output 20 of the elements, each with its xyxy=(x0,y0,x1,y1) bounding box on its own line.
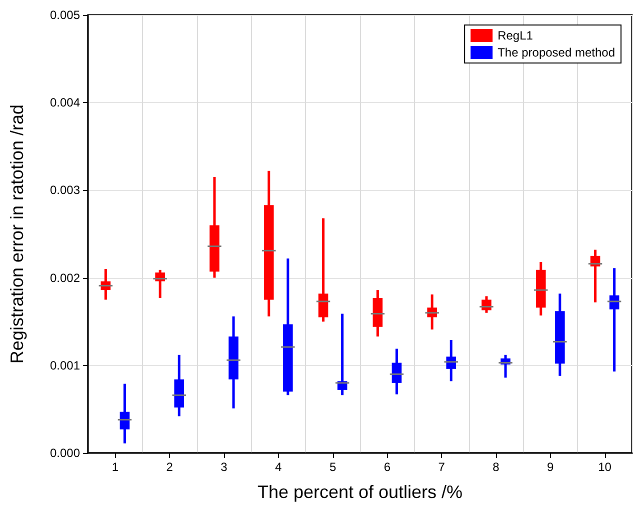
y-tick-label: 0.001 xyxy=(50,358,80,372)
x-tick-label: 3 xyxy=(220,460,228,474)
y-axis-title: Registration error in ratotion /rad xyxy=(7,104,27,364)
y-tick-label: 0.000 xyxy=(50,446,80,460)
x-tick-label: 8 xyxy=(492,460,500,474)
x-tick-label: 10 xyxy=(598,460,612,474)
x-tick-label: 1 xyxy=(112,460,119,474)
x-tick-label: 6 xyxy=(384,460,391,474)
legend-label: The proposed method xyxy=(498,46,616,60)
y-tick-label: 0.003 xyxy=(50,183,80,198)
y-tick-label: 0.002 xyxy=(50,270,80,285)
x-tick-label: 9 xyxy=(547,460,554,474)
y-tick-label: 0.005 xyxy=(50,8,80,22)
x-axis-title: The percent of outliers /% xyxy=(257,482,463,502)
x-tick-label: 5 xyxy=(329,460,336,474)
x-tick-label: 7 xyxy=(438,460,446,474)
legend-label: RegL1 xyxy=(498,28,534,42)
y-tick-label: 0.004 xyxy=(50,96,80,110)
x-tick-label: 2 xyxy=(166,460,174,474)
x-tick-label: 4 xyxy=(275,460,282,474)
